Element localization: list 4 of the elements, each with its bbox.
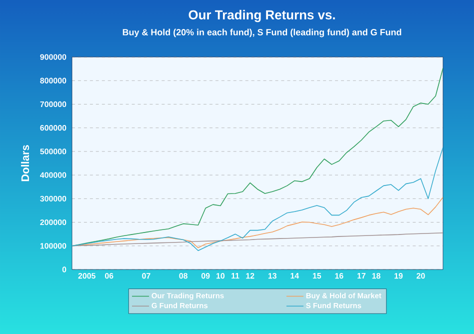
line-series bbox=[72, 68, 444, 246]
chart-title: Our Trading Returns vs. bbox=[188, 10, 335, 22]
y-axis-title: Dollars bbox=[21, 145, 30, 182]
chart-subtitle: Buy & Hold (20% in each fund), S Fund (leading fund) and G Fund bbox=[122, 28, 402, 38]
